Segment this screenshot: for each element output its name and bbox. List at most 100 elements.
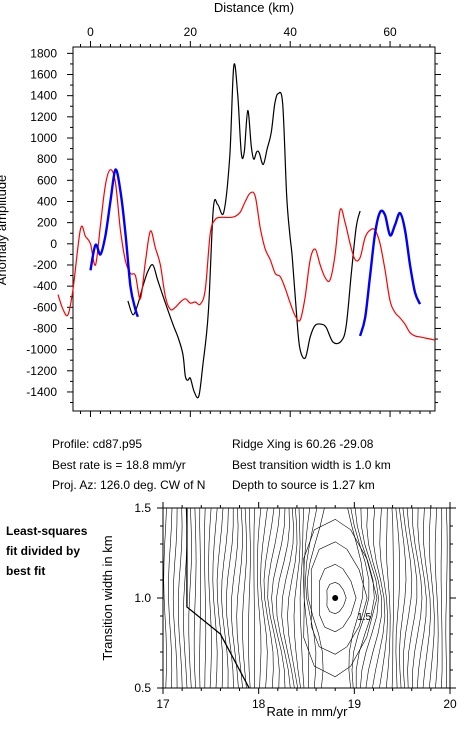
contour-line (172, 507, 178, 689)
contour-line (299, 507, 305, 689)
transition-axis-title: Transition width in km (100, 535, 115, 660)
contour-line-heavy (186, 508, 250, 689)
contour-line (248, 507, 251, 689)
anomaly-chart: 0 20 40 60 1800 1600 1400 1200 1000 800 600 400 200 0… (0, 0, 441, 417)
projection-azimuth-label: Proj. Az: 126.0 deg. CW of N (52, 478, 206, 492)
contour-ring (326, 581, 347, 615)
rate-tick-label: 20 (443, 697, 457, 711)
best-transition-label: Best transition width is 1.0 km (232, 458, 391, 472)
side-label-line: fit divided by (6, 544, 81, 558)
y-tick-label: 1800 (30, 46, 57, 60)
contour-line (417, 507, 427, 689)
x-tick-label: 40 (284, 25, 298, 39)
y-tick-label: 1000 (30, 131, 57, 145)
contour-line (445, 507, 448, 689)
contour-line (193, 507, 197, 689)
fit-anomaly-line (358, 209, 422, 337)
contour-line (260, 507, 268, 689)
anomaly-plot-frame (72, 46, 436, 412)
ridge-crossing-label: Ridge Xing is 60.26 -29.08 (232, 437, 374, 451)
contour-line (225, 508, 234, 689)
side-label-line: best fit (6, 564, 46, 578)
distance-axis-title: Distance (km) (214, 0, 294, 15)
contour-line (178, 507, 183, 689)
contour-line (360, 507, 379, 689)
contour-line (208, 507, 212, 689)
contour-line (256, 507, 262, 689)
y-tick-label: 1200 (30, 110, 57, 124)
contour-line (379, 507, 388, 689)
y-tick-label: 600 (37, 173, 57, 187)
width-tick-label: 1.5 (134, 501, 151, 515)
contour-line (391, 507, 395, 689)
y-tick-label: 200 (37, 216, 57, 230)
best-rate-label: Best rate is = 18.8 mm/yr (52, 458, 186, 472)
contour-line (406, 507, 418, 689)
contour-line (253, 507, 256, 689)
contour-line (163, 507, 167, 689)
width-tick-label: 1.0 (134, 591, 151, 605)
contour-line (271, 507, 286, 689)
contour-line (402, 507, 413, 689)
y-tick-label: 400 (37, 194, 57, 208)
profile-label: Profile: cd87.p95 (52, 437, 143, 451)
y-tick-label: 1400 (30, 89, 57, 103)
amplitude-axis-title: Anomaly amplitude (0, 175, 9, 286)
y-tick-label: -400 (33, 279, 57, 293)
y-tick-label: 1600 (30, 68, 57, 82)
contour-line (365, 507, 382, 689)
best-fit-marker (332, 595, 339, 601)
y-tick-label: 800 (37, 152, 57, 166)
contour-line (306, 507, 325, 689)
contour-line (354, 507, 375, 688)
contour-line (267, 507, 281, 689)
contour-line (212, 507, 218, 689)
x-tick-label: 0 (87, 25, 94, 39)
contour-line (422, 507, 431, 689)
contour-line (242, 507, 247, 689)
contour-line (199, 507, 201, 689)
contour-line (411, 507, 423, 689)
contour-line (287, 507, 298, 689)
contour-line (293, 507, 301, 689)
y-tick-label: -1400 (26, 385, 57, 399)
contour-line (168, 507, 173, 689)
contour-line (188, 507, 192, 689)
depth-to-source-label: Depth to source is 1.27 km (232, 478, 375, 492)
rate-tick-label: 18 (252, 697, 266, 711)
contour-level-label: 1.5 (357, 612, 371, 623)
contour-line (221, 507, 229, 689)
misfit-side-label: Least-squares fit divided by best fit (6, 521, 87, 581)
contour-line (281, 507, 295, 689)
width-tick-label: 0.5 (134, 681, 151, 695)
y-tick-label: -800 (33, 321, 57, 335)
contour-line (305, 507, 318, 689)
contour-line (395, 507, 400, 689)
rate-tick-label: 19 (348, 697, 362, 711)
fit-anomaly-line (89, 168, 140, 318)
observed-anomaly-line (127, 63, 361, 399)
y-tick-label: -600 (33, 300, 57, 314)
side-label-line: Least-squares (6, 524, 88, 538)
contour-line (372, 507, 386, 689)
y-tick-label: -1000 (26, 343, 57, 357)
contour-line (216, 507, 224, 689)
contour-line (399, 507, 407, 689)
contour-line (231, 507, 239, 689)
contour-line (434, 507, 439, 689)
x-tick-label: 20 (184, 25, 198, 39)
rate-axis-title: Rate in mm/yr (267, 704, 349, 719)
contour-line (350, 507, 370, 689)
contour-line (428, 507, 435, 689)
misfit-contour-chart: 17 18 19 20 0.5 1.0 1.5 Rate in mm/yr Transiti… (100, 501, 457, 719)
x-tick-label: 60 (383, 25, 397, 39)
contour-ring (319, 563, 357, 633)
contour-line (263, 507, 275, 689)
contour-line (203, 507, 207, 689)
y-tick-label: -1200 (26, 364, 57, 378)
model-anomaly-line (57, 169, 436, 341)
contour-line (236, 507, 243, 689)
y-tick-label: 0 (50, 237, 57, 251)
contour-line (347, 507, 364, 689)
contour-line (385, 507, 391, 689)
